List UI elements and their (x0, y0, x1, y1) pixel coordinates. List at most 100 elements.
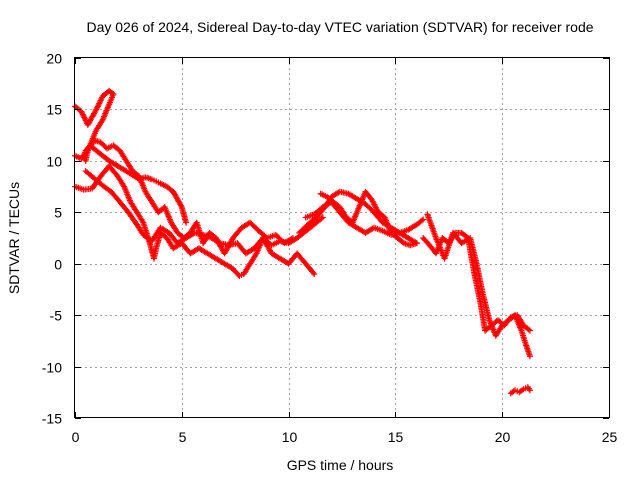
data-point-fill (124, 169, 135, 178)
data-point-fill (73, 184, 85, 192)
data-point-fill (319, 191, 329, 200)
data-point-fill (134, 223, 146, 237)
data-point-fill (79, 148, 90, 161)
axes: 0 5 10 15 20 25 -15 -10 -5 0 5 10 15 20 (42, 51, 618, 446)
data-point-fill (241, 262, 253, 276)
data-point-fill (144, 174, 154, 182)
data-point-fill (363, 225, 376, 235)
data-point-fill (107, 158, 120, 169)
data-point-fill (162, 205, 174, 224)
data-point-fill (493, 323, 505, 338)
data-point-fill (106, 92, 116, 106)
data-point (183, 219, 190, 226)
data-point-fill (406, 222, 419, 232)
data-point (319, 214, 326, 221)
y-tick-label: 10 (46, 154, 62, 170)
data-point (526, 327, 533, 334)
data-point-fill (509, 388, 517, 396)
data-point-fill (116, 163, 128, 174)
data-point-fill (331, 200, 342, 210)
data-point-fill (306, 215, 318, 227)
data-point-fill (169, 221, 180, 235)
data-point-fill (92, 176, 105, 188)
data-point-fill (512, 313, 524, 332)
data-point-fill (197, 246, 209, 256)
data-point-fill (111, 143, 122, 153)
y-tick-label: 20 (46, 51, 62, 67)
y-tick-label: -5 (50, 308, 63, 324)
data-point-fill (176, 235, 188, 246)
data-point-fill (115, 174, 127, 189)
x-tick-label: 15 (388, 429, 404, 445)
y-tick-label: 0 (54, 257, 62, 273)
data-point-fill (124, 159, 135, 173)
data-point-fill (325, 194, 336, 204)
data-point-fill (94, 94, 106, 111)
data-point-fill (425, 212, 439, 240)
data-point-fill (244, 246, 256, 256)
data-point-fill (395, 236, 406, 246)
data-point-fill (523, 342, 533, 358)
data-point-fill (382, 216, 394, 235)
data-point-fill (107, 164, 120, 178)
data-point-fill (453, 229, 463, 236)
data-point (420, 216, 427, 223)
data-point-fill (480, 293, 492, 322)
x-tick-label: 20 (495, 429, 511, 445)
data-point-fill (409, 240, 419, 248)
data-point-fill (261, 236, 274, 247)
data-point-fill (143, 190, 154, 204)
data-point-fill (297, 222, 310, 235)
data-point-fill (205, 251, 218, 261)
data-point-fill (117, 149, 129, 163)
data-point-fill (117, 200, 131, 214)
data-point-fill (287, 235, 299, 246)
series-track-4 (82, 168, 326, 257)
data-point-fill (222, 261, 235, 271)
series-track-9 (424, 211, 533, 360)
data-point-fill (460, 235, 472, 246)
data-point-fill (346, 191, 359, 202)
data-point-fill (121, 185, 133, 204)
y-tick-label: 5 (54, 205, 62, 221)
data-point-fill (308, 220, 319, 230)
data-point-fill (402, 240, 412, 248)
data-point-fill (350, 205, 362, 224)
data-point-fill (415, 217, 425, 227)
data-point-fill (257, 229, 269, 240)
data-point-fill (73, 153, 83, 161)
data-point-fill (158, 225, 171, 235)
data-point-fill (136, 174, 148, 194)
data-point-fill (312, 205, 325, 217)
x-tick-label: 5 (179, 429, 187, 445)
y-tick-label: -15 (42, 411, 62, 427)
x-axis-label: GPS time / hours (287, 457, 394, 473)
data-point-fill (210, 235, 222, 246)
data-point-fill (248, 220, 261, 233)
data-point (526, 387, 533, 394)
data-point-fill (369, 198, 381, 214)
data-point-fill (376, 210, 387, 220)
data-point-fill (85, 107, 99, 127)
data-point (311, 271, 318, 277)
data-point (413, 240, 420, 247)
data-point-fill (81, 154, 88, 163)
data-point-fill (270, 238, 282, 248)
data-point-fill (101, 183, 113, 194)
data-point-fill (171, 190, 184, 209)
data-point (526, 353, 533, 360)
data-point-fill (158, 230, 169, 240)
plot-frame (74, 57, 610, 418)
data-point-fill (478, 303, 488, 332)
series-track-7 (317, 188, 420, 249)
data-point-fill (126, 210, 139, 227)
data-point-fill (521, 323, 532, 333)
y-axis-label: SDTVAR / TECUs (6, 182, 22, 294)
data-point-fill (165, 184, 175, 194)
x-tick-label: 25 (602, 429, 618, 445)
data-point-fill (92, 137, 102, 145)
data-point-fill (337, 205, 349, 219)
series-track-3 (72, 163, 318, 280)
chart-title: Day 026 of 2024, Sidereal Day-to-day VTE… (86, 19, 593, 35)
